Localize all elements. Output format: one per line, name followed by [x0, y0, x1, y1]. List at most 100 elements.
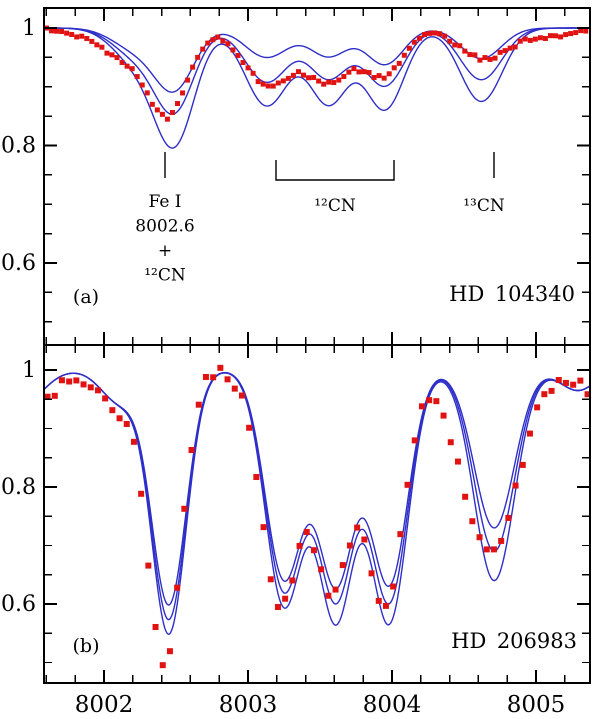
observed-square: [109, 407, 116, 414]
observed-square: [397, 531, 404, 538]
annotation-text: (a): [73, 286, 99, 308]
observed-square: [548, 387, 555, 394]
observed-square: [356, 69, 362, 75]
observed-square: [250, 70, 256, 76]
observed-square: [519, 461, 526, 468]
observed-square: [447, 38, 453, 44]
observed-square: [80, 381, 87, 388]
observed-square: [502, 48, 508, 54]
observed-square: [152, 623, 159, 630]
observed-square: [534, 404, 541, 411]
observed-square: [195, 401, 202, 408]
observed-square: [310, 547, 317, 554]
observed-square: [175, 101, 181, 107]
observed-square: [181, 505, 188, 512]
observed-square: [472, 52, 478, 58]
observed-square: [467, 52, 473, 58]
y-tick-label: 0.8: [1, 475, 36, 500]
observed-square: [354, 524, 361, 531]
observed-square: [437, 31, 443, 37]
observed-square: [200, 46, 206, 52]
observed-square: [361, 69, 367, 75]
observed-square: [235, 52, 241, 58]
observed-square: [537, 35, 543, 41]
observed-square: [238, 392, 245, 399]
observed-square: [452, 42, 458, 48]
observed-square: [505, 514, 512, 521]
observed-square: [169, 110, 175, 116]
observed-square: [303, 528, 310, 535]
observed-square: [87, 384, 94, 391]
observed-square: [255, 79, 261, 85]
observed-square: [426, 397, 433, 404]
observed-square: [69, 31, 75, 37]
observed-square: [73, 377, 80, 384]
observed-square: [79, 33, 85, 39]
observed-square: [225, 41, 231, 47]
observed-square: [139, 82, 145, 88]
observed-square: [94, 42, 100, 48]
observed-square: [84, 35, 90, 41]
observed-square: [411, 437, 418, 444]
observed-square: [280, 78, 286, 84]
x-tick-label: 8005: [507, 692, 566, 718]
observed-square: [301, 72, 307, 78]
observed-square: [375, 597, 382, 604]
observed-square: [336, 77, 342, 83]
observed-square: [190, 64, 196, 70]
observed-square: [144, 90, 150, 96]
model-spectrum-line-model-mid: [44, 27, 590, 115]
panel-b: 1 0.8 0.6 HD 206983 (b): [1, 344, 591, 684]
panel-b-frame: [43, 344, 591, 684]
observed-square: [274, 603, 281, 610]
observed-square: [368, 570, 375, 577]
observed-square: [49, 28, 55, 34]
observed-square: [346, 69, 352, 75]
observed-square: [391, 65, 397, 71]
observed-square: [390, 583, 397, 590]
observed-square: [462, 493, 469, 500]
observed-square: [240, 60, 246, 66]
observed-square: [433, 398, 440, 405]
observed-square: [220, 38, 226, 44]
observed-square: [421, 32, 427, 38]
observed-square: [497, 49, 503, 55]
observed-square: [517, 38, 523, 44]
observed-square: [325, 592, 332, 599]
observed-square: [418, 403, 425, 410]
observed-square: [477, 57, 483, 63]
annotation-text-line: ¹²CN: [144, 266, 186, 286]
observed-square: [492, 55, 498, 61]
y-tick-label: 0.8: [1, 134, 36, 159]
observed-square: [124, 63, 130, 69]
observed-square: [527, 37, 533, 43]
annotation-text-line: Fe I: [148, 192, 181, 212]
observed-square: [94, 387, 101, 394]
observed-square: [154, 107, 160, 113]
observed-square: [568, 31, 574, 37]
observed-square: [442, 33, 448, 39]
observed-square: [285, 75, 291, 81]
observed-square: [457, 43, 463, 49]
observed-square: [64, 30, 70, 36]
annotation-text: HD 206983: [451, 629, 577, 653]
observed-square: [195, 54, 201, 60]
observed-square: [159, 111, 165, 117]
observed-square: [578, 28, 584, 34]
observed-square: [89, 38, 95, 44]
observed-square: [270, 83, 276, 89]
observed-square: [532, 36, 538, 42]
observed-square: [584, 391, 590, 398]
y-tick-label: 1: [22, 16, 36, 41]
x-tick-label: 8004: [363, 692, 422, 718]
observed-square: [265, 83, 271, 89]
model-spectrum-line-model-weak: [44, 27, 590, 93]
observed-square: [74, 34, 80, 40]
panel-a-ticks: [44, 8, 590, 345]
observed-square: [547, 33, 553, 39]
y-tick-label: 0.6: [1, 251, 36, 276]
observed-square: [290, 72, 296, 78]
observed-square: [406, 45, 412, 51]
